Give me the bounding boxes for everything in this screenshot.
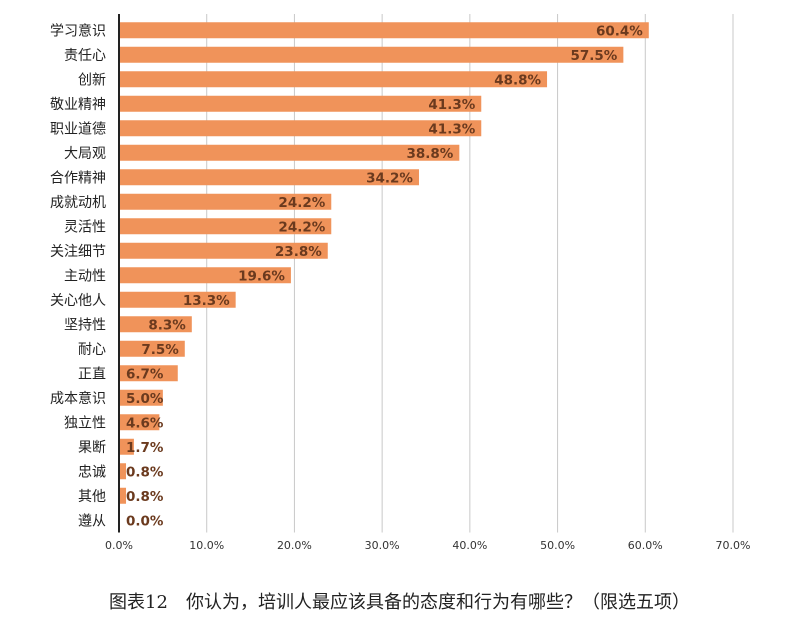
bar: [119, 487, 127, 504]
bar-chart: 60.4% 57.5% 48.8% 41.3% 41.3% 38.8% 34.2% 24.2%…: [50, 14, 750, 552]
bar: [119, 218, 332, 235]
bars: [119, 22, 649, 504]
bar: [119, 291, 236, 308]
bar: [119, 169, 419, 186]
value-label: 7.5%: [141, 342, 179, 358]
figure-caption: 图表12 你认为，培训人最应该具备的态度和行为有哪些？（限选五项）: [109, 592, 690, 613]
category-labels: 学习意识责任心创新敬业精神职业道德大局观合作精神成就动机灵活性关注细节主动性关心…: [50, 22, 106, 529]
value-label: 24.2%: [278, 195, 325, 211]
value-label: 4.6%: [126, 415, 164, 431]
value-label: 0.8%: [126, 489, 164, 505]
value-label: 23.8%: [275, 244, 322, 260]
bar: [119, 71, 548, 88]
value-labels: 60.4% 57.5% 48.8% 41.3% 41.3% 38.8% 34.2% 24.2%…: [126, 23, 643, 529]
x-tick-label: 60.0%: [628, 539, 663, 552]
category-label: 耐心: [78, 342, 106, 358]
value-label: 6.7%: [126, 366, 164, 382]
category-label: 成本意识: [50, 390, 106, 407]
x-tick-label: 10.0%: [189, 539, 224, 552]
bar: [119, 365, 178, 382]
category-label: 学习意识: [50, 22, 106, 39]
category-label: 责任心: [64, 48, 106, 64]
category-label: 果断: [78, 440, 106, 456]
value-label: 41.3%: [428, 97, 475, 113]
bar: [119, 340, 185, 357]
value-label: 1.7%: [126, 440, 164, 456]
value-label: 60.4%: [596, 23, 643, 39]
category-label: 正直: [78, 365, 106, 382]
x-tick-labels: 0.0% 10.0% 20.0% 30.0% 40.0% 50.0% 60.0% 70.0%: [105, 539, 750, 552]
value-label: 13.3%: [183, 293, 230, 309]
bar: [119, 242, 328, 259]
value-label: 34.2%: [366, 170, 413, 186]
x-tick-label: 20.0%: [277, 539, 312, 552]
x-tick-label: 40.0%: [452, 539, 487, 552]
category-label: 合作精神: [50, 170, 106, 186]
x-tick-label: 50.0%: [540, 539, 575, 552]
value-label: 48.8%: [494, 72, 541, 88]
category-label: 独立性: [64, 415, 106, 431]
category-label: 关心他人: [50, 293, 106, 309]
bar: [119, 414, 160, 431]
category-label: 灵活性: [64, 219, 106, 235]
bar: [119, 316, 192, 333]
bar: [119, 95, 482, 112]
bar: [119, 144, 460, 161]
bar: [119, 438, 134, 455]
x-tick-label: 0.0%: [105, 539, 133, 552]
category-label: 敬业精神: [50, 97, 106, 113]
value-label: 8.3%: [148, 317, 186, 333]
bar: [119, 120, 482, 137]
value-label: 0.8%: [126, 464, 164, 480]
category-label: 坚持性: [64, 317, 106, 333]
bar: [119, 22, 649, 39]
bar: [119, 193, 332, 210]
category-label: 大局观: [64, 146, 106, 162]
value-label: 57.5%: [571, 48, 618, 64]
bar: [119, 389, 163, 406]
bar: [119, 46, 624, 63]
category-label: 忠诚: [78, 464, 106, 480]
value-label: 19.6%: [238, 268, 285, 284]
category-label: 关注细节: [50, 244, 106, 260]
category-label: 成就动机: [50, 195, 106, 211]
category-label: 职业道德: [50, 121, 106, 137]
x-tick-label: 70.0%: [716, 539, 751, 552]
value-label: 24.2%: [278, 219, 325, 235]
category-label: 其他: [78, 489, 106, 505]
value-label: 38.8%: [406, 146, 453, 162]
x-tick-label: 30.0%: [365, 539, 400, 552]
category-label: 遵从: [78, 512, 106, 529]
category-label: 主动性: [64, 268, 106, 284]
value-label: 5.0%: [126, 391, 164, 407]
value-label: 0.0%: [126, 513, 164, 529]
value-label: 41.3%: [428, 121, 475, 137]
bar: [119, 267, 291, 284]
category-label: 创新: [78, 72, 106, 88]
bar: [119, 463, 127, 480]
